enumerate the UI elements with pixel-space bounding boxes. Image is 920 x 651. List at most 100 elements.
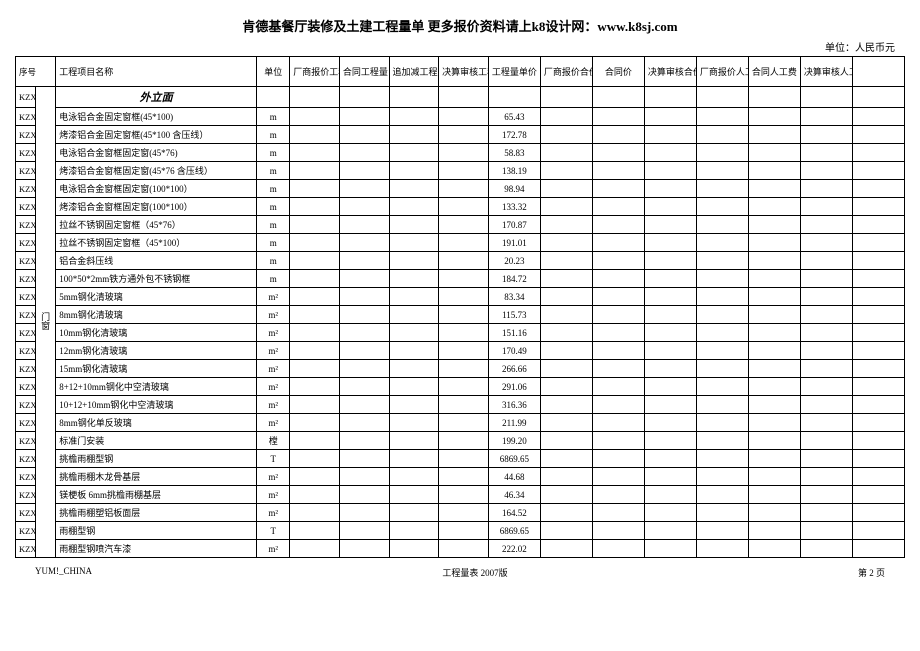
- cell: [439, 216, 489, 234]
- cell: [290, 378, 340, 396]
- row-price: 170.49: [488, 342, 540, 360]
- table-row: KZX-020标准门安装樘199.20: [16, 432, 905, 450]
- row-seq: KZX-004: [16, 144, 36, 162]
- cell: [290, 108, 340, 126]
- cell: [540, 198, 592, 216]
- cell: [290, 504, 340, 522]
- cell: [439, 486, 489, 504]
- cell: [290, 306, 340, 324]
- cell: [696, 540, 748, 558]
- row-name: 15mm钢化清玻璃: [56, 360, 257, 378]
- row-unit: m: [257, 252, 290, 270]
- cell: [644, 180, 696, 198]
- cell: [592, 486, 644, 504]
- cell: [339, 396, 389, 414]
- row-unit: m²: [257, 396, 290, 414]
- hdr-q2: 合同工程量: [339, 57, 389, 87]
- row-unit: T: [257, 522, 290, 540]
- cell: [339, 87, 389, 108]
- cell: [852, 540, 904, 558]
- hdr-p4: 决算审核合价: [644, 57, 696, 87]
- cell: [696, 216, 748, 234]
- cell: [800, 324, 852, 342]
- cell: [852, 234, 904, 252]
- cell: [644, 216, 696, 234]
- cell: [290, 216, 340, 234]
- row-seq: KZX-006: [16, 180, 36, 198]
- cell: [748, 504, 800, 522]
- cell: [748, 126, 800, 144]
- row-seq: KZX-018: [16, 396, 36, 414]
- cell: [800, 522, 852, 540]
- cell: [339, 360, 389, 378]
- row-name: 12mm钢化清玻璃: [56, 342, 257, 360]
- cell: [748, 486, 800, 504]
- row-unit: m: [257, 162, 290, 180]
- row-price: 58.83: [488, 144, 540, 162]
- cell: [290, 198, 340, 216]
- row-name: 拉丝不锈钢固定窗框（45*100）: [56, 234, 257, 252]
- cell: [540, 360, 592, 378]
- table-row: KZX-006电泳铝合金窗框固定窗(100*100）m98.94: [16, 180, 905, 198]
- cell: [339, 378, 389, 396]
- cell: [696, 270, 748, 288]
- cell: [592, 162, 644, 180]
- hdr-name: 工程项目名称: [56, 57, 257, 87]
- cell: [540, 342, 592, 360]
- cell: [748, 252, 800, 270]
- row-seq: KZX-026: [16, 540, 36, 558]
- row-seq: KZX-020: [16, 432, 36, 450]
- cell: [748, 378, 800, 396]
- cell: [696, 450, 748, 468]
- cell: [592, 468, 644, 486]
- cell: [439, 504, 489, 522]
- cell: [592, 216, 644, 234]
- cell: [852, 414, 904, 432]
- cell: [852, 468, 904, 486]
- cell: [339, 180, 389, 198]
- cell: [748, 87, 800, 108]
- cell: [439, 126, 489, 144]
- cell: [290, 180, 340, 198]
- table-row: KZX-011100*50*2mm铁方通外包不锈钢框m184.72: [16, 270, 905, 288]
- cell: [389, 540, 439, 558]
- cell: [540, 522, 592, 540]
- row-name: 电泳铝合金窗框固定窗(100*100）: [56, 180, 257, 198]
- row-price: 191.01: [488, 234, 540, 252]
- section-seq: KZX-001: [16, 87, 36, 108]
- row-seq: KZX-014: [16, 324, 36, 342]
- row-unit: m²: [257, 414, 290, 432]
- cell: [748, 234, 800, 252]
- cell: [389, 87, 439, 108]
- cell: [852, 126, 904, 144]
- cell: [389, 522, 439, 540]
- row-name: 铝合金斜压线: [56, 252, 257, 270]
- hdr-seq: 序号: [16, 57, 56, 87]
- cell: [439, 108, 489, 126]
- row-seq: KZX-011: [16, 270, 36, 288]
- cell: [339, 252, 389, 270]
- hdr-p2: 厂商报价合价: [540, 57, 592, 87]
- row-unit: m²: [257, 342, 290, 360]
- cell: [439, 87, 489, 108]
- row-price: 133.32: [488, 198, 540, 216]
- row-name: 10+12+10mm钢化中空清玻璃: [56, 396, 257, 414]
- cell: [439, 522, 489, 540]
- cell: [800, 468, 852, 486]
- row-price: 170.87: [488, 216, 540, 234]
- cell: [439, 378, 489, 396]
- cell: [439, 270, 489, 288]
- cell: [290, 234, 340, 252]
- cell: [540, 396, 592, 414]
- table-row: KZX-009拉丝不锈钢固定窗框（45*100）m191.01: [16, 234, 905, 252]
- row-price: 65.43: [488, 108, 540, 126]
- cell: [290, 468, 340, 486]
- cell: [439, 306, 489, 324]
- cell: [540, 87, 592, 108]
- cell: [389, 414, 439, 432]
- cell: [339, 126, 389, 144]
- cell: [339, 450, 389, 468]
- row-price: 266.66: [488, 360, 540, 378]
- cell: [592, 342, 644, 360]
- cell: [748, 450, 800, 468]
